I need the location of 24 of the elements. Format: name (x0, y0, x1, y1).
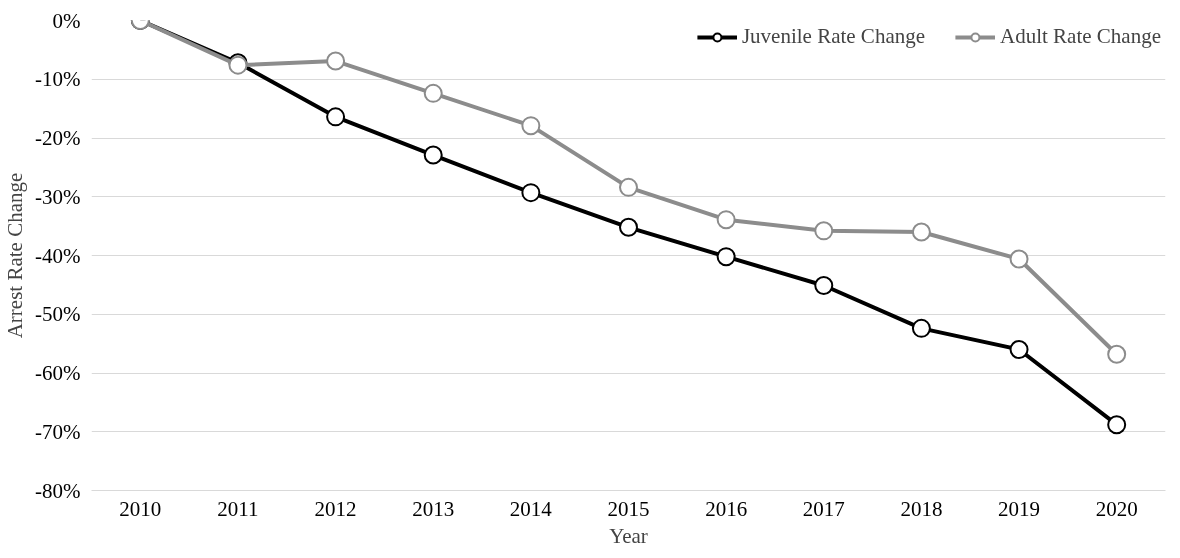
y-tick-label: 0% (52, 8, 81, 33)
x-tick-label: 2012 (314, 496, 357, 521)
x-tick-label: 2018 (900, 496, 943, 521)
x-tick-label: 2010 (119, 496, 162, 521)
x-tick-label: 2016 (705, 496, 748, 521)
legend-label: Adult Rate Change (1000, 24, 1161, 49)
y-tick-label: -80% (35, 478, 81, 503)
x-tick-label: 2011 (217, 496, 259, 521)
y-tick-label: -70% (35, 419, 81, 444)
legend-label: Juvenile Rate Change (741, 24, 926, 49)
x-tick-label: 2014 (509, 496, 553, 521)
x-tick-label: 2020 (1095, 496, 1138, 521)
y-tick-label: -30% (35, 184, 81, 209)
x-tick-label: 2017 (802, 496, 845, 521)
y-tick-label: -40% (35, 243, 81, 268)
y-tick-label: -60% (35, 361, 81, 385)
y-tick-label: -20% (35, 126, 81, 150)
y-tick-label: -50% (35, 302, 81, 327)
y-axis-title: Arrest Rate Change (3, 172, 28, 339)
x-axis-title: Year (609, 523, 648, 548)
x-tick-label: 2013 (412, 496, 455, 521)
x-tick-label: 2015 (607, 496, 650, 521)
x-tick-label: 2019 (998, 496, 1041, 521)
y-tick-label: -10% (35, 67, 81, 92)
